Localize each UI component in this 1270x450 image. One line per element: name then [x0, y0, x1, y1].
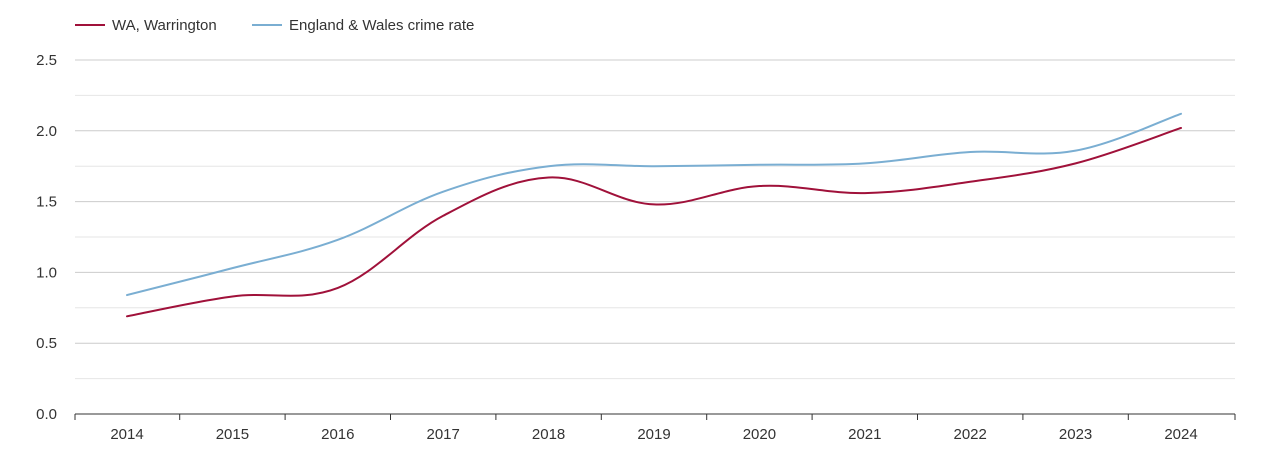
- y-tick-label: 1.0: [36, 264, 57, 281]
- y-tick-label: 0.0: [36, 406, 57, 423]
- x-tick-label: 2014: [110, 426, 143, 443]
- series-line-wa-warrington[interactable]: [126, 126, 1182, 318]
- legend-item-england-wales[interactable]: England & Wales crime rate: [252, 17, 474, 34]
- x-tick-label: 2016: [321, 426, 354, 443]
- x-tick-label: 2015: [216, 426, 249, 443]
- x-axis: 2014 2015 2016 2017 2018 2019 2020 2021 2022 2023…: [74, 413, 1236, 443]
- series-line-england-wales-crime-rate[interactable]: [126, 112, 1182, 297]
- y-tick-label: 0.5: [36, 335, 57, 352]
- series-lines: [126, 112, 1182, 318]
- legend-label-england-wales: England & Wales crime rate: [289, 17, 474, 34]
- gridlines: [75, 59, 1235, 380]
- y-axis: 0.0 0.5 1.0 1.5 2.0 2.5: [36, 52, 57, 423]
- x-tick-label: 2021: [848, 426, 881, 443]
- x-tick-label: 2020: [743, 426, 776, 443]
- x-tick-label: 2022: [954, 426, 987, 443]
- legend: WA, Warrington England & Wales crime rat…: [75, 17, 474, 34]
- x-tick-label: 2019: [637, 426, 670, 443]
- y-tick-label: 2.0: [36, 123, 57, 140]
- x-tick-label: 2024: [1164, 426, 1197, 443]
- y-tick-label: 1.5: [36, 194, 57, 211]
- y-tick-label: 2.5: [36, 52, 57, 69]
- legend-label-warrington: WA, Warrington: [112, 17, 217, 34]
- legend-item-warrington[interactable]: WA, Warrington: [75, 17, 217, 34]
- x-tick-label: 2017: [427, 426, 460, 443]
- x-tick-label: 2018: [532, 426, 565, 443]
- x-tick-label: 2023: [1059, 426, 1092, 443]
